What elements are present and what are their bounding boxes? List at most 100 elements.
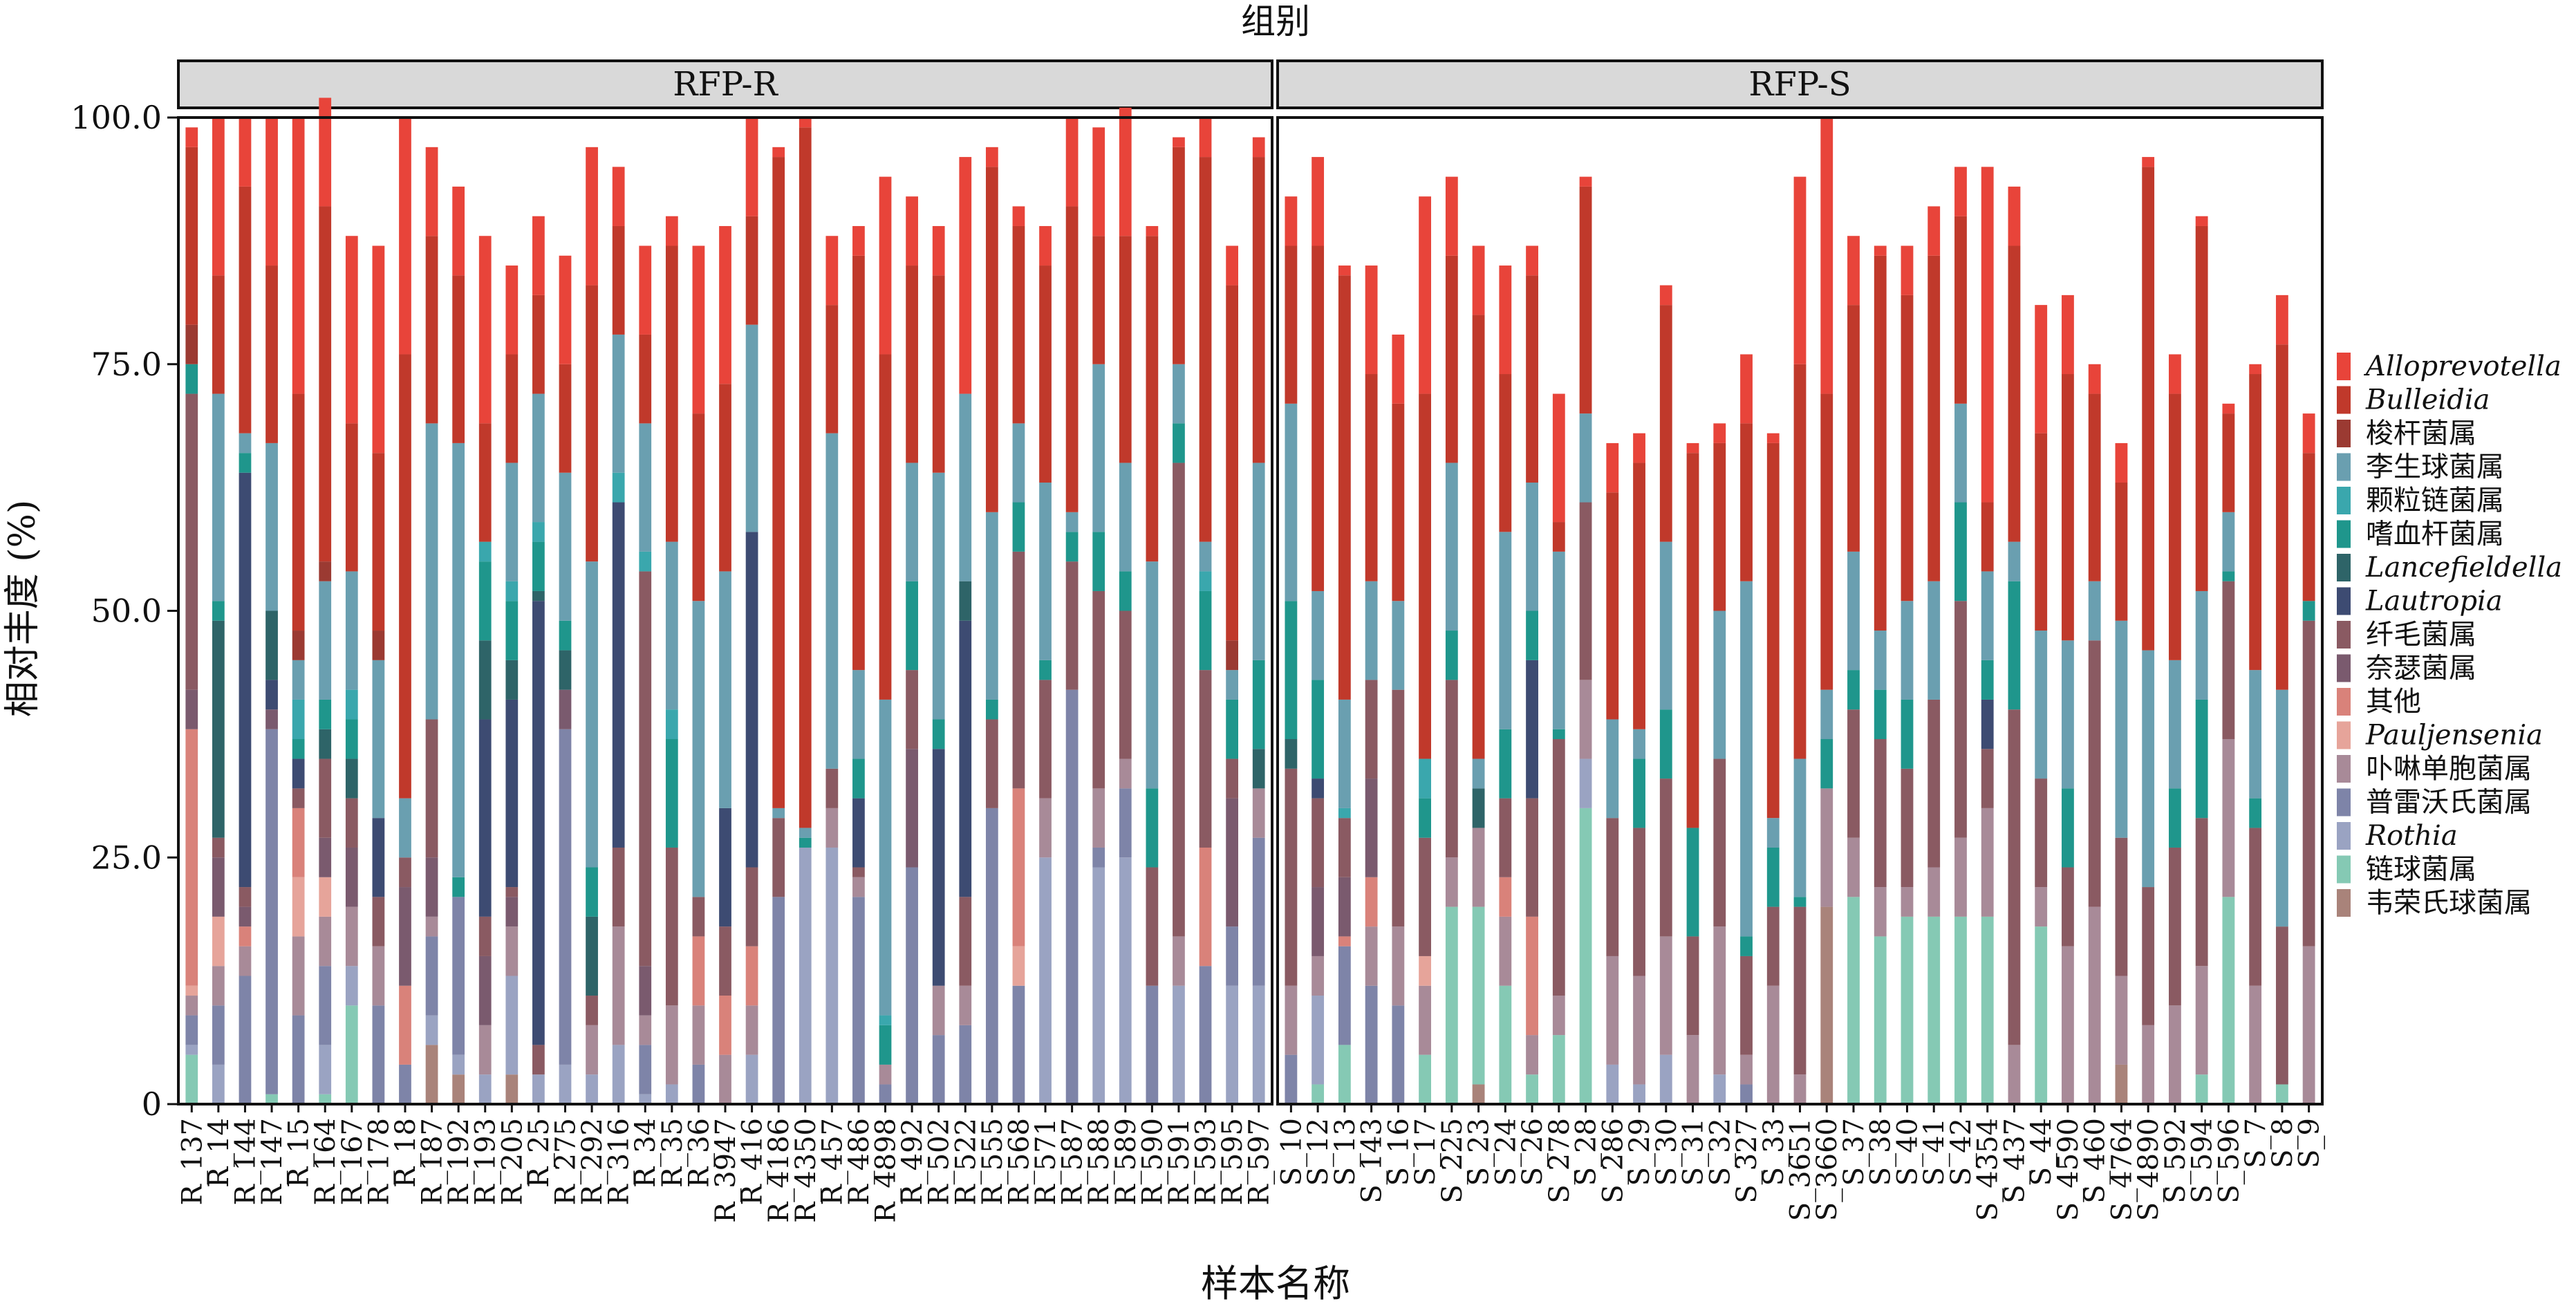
- bar-segment: [1633, 828, 1645, 976]
- bar-segment: [505, 699, 519, 888]
- bar-segment: [612, 1045, 625, 1104]
- bar-segment: [1065, 532, 1079, 562]
- x-tick-label: R_205: [496, 1118, 528, 1205]
- bar-segment: [1526, 275, 1538, 483]
- bar-segment: [345, 689, 358, 720]
- bar-segment: [2275, 689, 2288, 927]
- bar-segment: [452, 275, 465, 443]
- x-tick-label: R_144: [230, 1118, 261, 1205]
- bar-segment: [1146, 561, 1159, 789]
- x-tick-label: R_316: [604, 1118, 635, 1205]
- bar-segment: [2249, 374, 2262, 671]
- bar-segment: [1981, 502, 1994, 572]
- bar-segment: [612, 502, 625, 848]
- bar-segment: [1252, 137, 1265, 158]
- x-tick-label: S_4354: [1972, 1118, 2004, 1221]
- bar-segment: [2088, 581, 2101, 641]
- bar-segment: [2222, 897, 2235, 1104]
- bar-segment: [1173, 364, 1185, 424]
- bar-segment: [772, 157, 785, 808]
- bar-segment: [1226, 670, 1238, 700]
- bar-segment: [799, 127, 812, 828]
- legend-label: 奈瑟菌属: [2366, 653, 2476, 684]
- bar-segment: [612, 847, 625, 927]
- bar-segment: [478, 719, 492, 917]
- legend-swatch: [2337, 721, 2351, 749]
- bar-segment: [2195, 225, 2208, 591]
- x-tick-label: R_4186: [763, 1118, 795, 1223]
- bar-segment: [2008, 1045, 2021, 1104]
- bar-segment: [639, 551, 652, 572]
- bar-segment: [665, 1084, 678, 1104]
- x-tick-label: R_36: [683, 1118, 715, 1188]
- y-tick-label: 75.0: [91, 346, 162, 383]
- bar-segment: [1119, 107, 1132, 236]
- bar-segment: [1338, 877, 1351, 937]
- bar-segment: [1338, 699, 1351, 808]
- bar-segment: [1226, 798, 1238, 927]
- bar-segment: [2222, 413, 2235, 512]
- bar-segment: [319, 1045, 332, 1094]
- bar-segment: [1740, 1084, 1753, 1104]
- bar-segment: [2195, 818, 2208, 967]
- legend-swatch: [2337, 587, 2351, 615]
- bar-segment: [1092, 867, 1105, 1104]
- bar-segment: [719, 1054, 731, 1104]
- bar-segment: [665, 1005, 678, 1085]
- bar-segment: [1526, 482, 1538, 611]
- bar-segment: [959, 1025, 972, 1104]
- legend-swatch: [2337, 822, 2351, 850]
- x-tick-label: S_4764: [2106, 1118, 2138, 1221]
- bar-segment: [586, 147, 598, 286]
- bar-segment: [1499, 532, 1512, 729]
- bar-segment: [2275, 344, 2288, 690]
- x-tick-label: S_37: [1838, 1118, 1870, 1186]
- bar-segment: [1472, 788, 1485, 828]
- x-tick-label: R_187: [417, 1118, 449, 1205]
- bar-segment: [1419, 1054, 1432, 1104]
- bar-segment: [1874, 245, 1887, 256]
- bar-segment: [1419, 393, 1432, 759]
- bar-segment: [1740, 581, 1753, 937]
- bar-segment: [1793, 176, 1807, 364]
- x-tick-label: R_502: [924, 1118, 955, 1205]
- bar-segment: [212, 1064, 225, 1104]
- bar-segment: [932, 719, 945, 749]
- bar-segment: [399, 1064, 411, 1104]
- bar-segment: [1445, 176, 1458, 256]
- bar-segment: [505, 601, 519, 660]
- bar-segment: [1981, 916, 1994, 1104]
- bar-segment: [212, 620, 225, 838]
- bar-segment: [452, 1074, 465, 1104]
- bar-segment: [505, 926, 519, 976]
- bar-segment: [1092, 364, 1105, 532]
- bar-segment: [559, 620, 572, 651]
- bar-segment: [1740, 423, 1753, 581]
- bar-segment: [372, 631, 385, 660]
- bar-segment: [1285, 985, 1298, 1055]
- bar-segment: [1312, 590, 1325, 680]
- bar-segment: [239, 906, 252, 927]
- bar-segment: [612, 167, 625, 226]
- bar-segment: [319, 581, 332, 700]
- bar-segment: [2249, 828, 2262, 986]
- bar-segment: [1285, 768, 1298, 986]
- bar-segment: [1659, 936, 1672, 1055]
- bar-segment: [1146, 788, 1159, 868]
- x-tick-label: R_4350: [790, 1118, 822, 1223]
- bar-segment: [745, 1054, 758, 1104]
- bar-segment: [1365, 985, 1378, 1104]
- bar-segment: [452, 897, 465, 1055]
- bar-segment: [1365, 374, 1378, 581]
- bar-segment: [2222, 581, 2235, 740]
- bar-segment: [639, 334, 652, 424]
- bar-segment: [425, 1015, 438, 1045]
- bar-segment: [399, 354, 411, 799]
- bar-segment: [1012, 225, 1025, 424]
- bar-segment: [292, 631, 305, 660]
- bar-segment: [372, 245, 385, 454]
- bar-segment: [1766, 818, 1780, 848]
- bar-segment: [292, 788, 305, 808]
- bar-segment: [1119, 788, 1132, 858]
- bar-segment: [1472, 1084, 1485, 1104]
